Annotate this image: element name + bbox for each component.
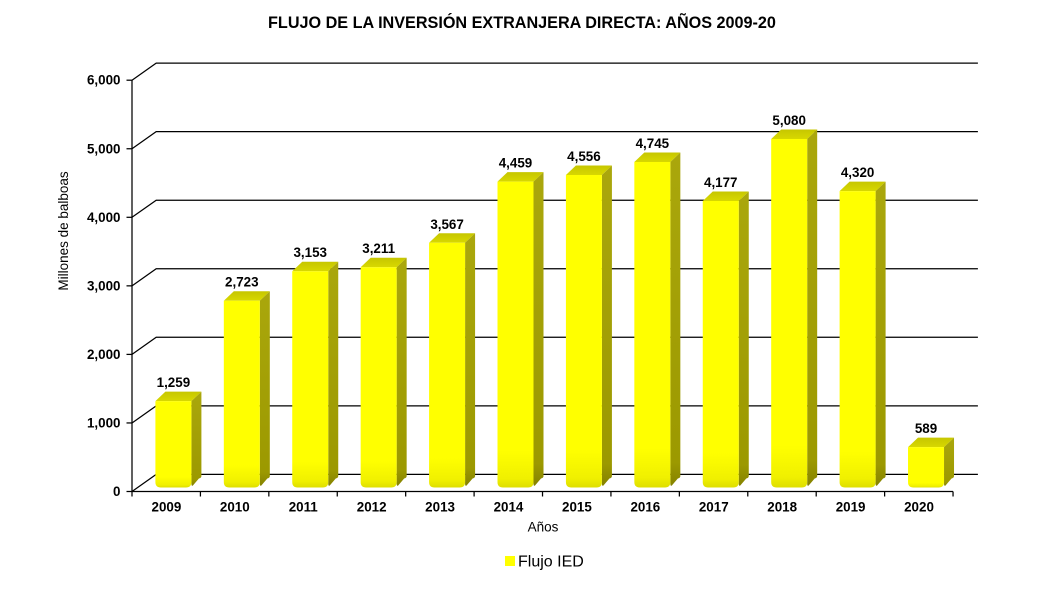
svg-text:2014: 2014 <box>494 500 524 515</box>
svg-text:2017: 2017 <box>699 500 729 515</box>
svg-text:2015: 2015 <box>562 500 592 515</box>
svg-text:0: 0 <box>113 484 120 499</box>
svg-text:2013: 2013 <box>425 500 455 515</box>
svg-text:5,000: 5,000 <box>87 141 121 156</box>
svg-text:2010: 2010 <box>220 500 250 515</box>
svg-text:589: 589 <box>915 421 937 436</box>
svg-text:1,259: 1,259 <box>157 375 191 390</box>
svg-text:4,459: 4,459 <box>499 156 533 171</box>
svg-text:1,000: 1,000 <box>87 415 121 430</box>
svg-text:6,000: 6,000 <box>87 73 121 88</box>
svg-text:Millones de balboas: Millones de balboas <box>56 171 71 291</box>
svg-text:4,556: 4,556 <box>567 149 601 164</box>
svg-text:2,000: 2,000 <box>87 347 121 362</box>
svg-text:2016: 2016 <box>630 500 660 515</box>
svg-text:4,000: 4,000 <box>87 210 121 225</box>
svg-text:3,567: 3,567 <box>430 217 464 232</box>
svg-text:3,153: 3,153 <box>293 245 327 260</box>
svg-text:2009: 2009 <box>152 500 182 515</box>
svg-text:2,723: 2,723 <box>225 275 259 290</box>
svg-text:4,745: 4,745 <box>636 136 670 151</box>
svg-text:5,080: 5,080 <box>772 113 806 128</box>
svg-text:FLUJO DE LA INVERSIÓN EXTRANJE: FLUJO DE LA INVERSIÓN EXTRANJERA DIRECTA… <box>268 12 776 32</box>
svg-text:4,177: 4,177 <box>704 175 738 190</box>
svg-text:2020: 2020 <box>904 500 934 515</box>
svg-text:2012: 2012 <box>357 500 387 515</box>
svg-text:2019: 2019 <box>836 500 866 515</box>
svg-text:3,211: 3,211 <box>362 241 395 256</box>
svg-text:Años: Años <box>528 520 559 535</box>
svg-text:Flujo IED: Flujo IED <box>518 554 584 571</box>
svg-text:2018: 2018 <box>767 500 797 515</box>
svg-text:3,000: 3,000 <box>87 278 121 293</box>
svg-text:4,320: 4,320 <box>841 165 875 180</box>
svg-text:2011: 2011 <box>289 500 319 515</box>
